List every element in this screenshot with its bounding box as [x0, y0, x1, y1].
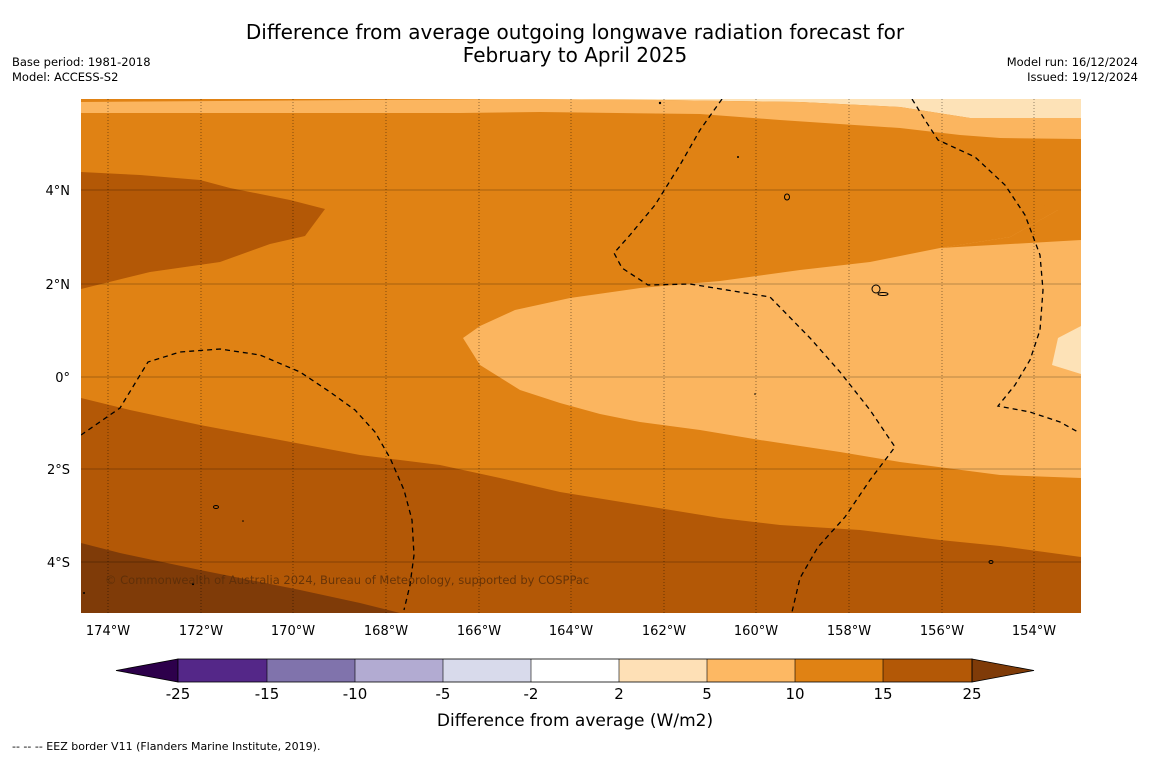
title-line-2: February to April 2025: [462, 43, 688, 67]
colorbar-segment-15-25: [883, 659, 972, 682]
meta-left: Base period: 1981-2018 Model: ACCESS-S2: [12, 55, 151, 85]
colorbar-outline: [177, 658, 973, 683]
colorbar-segment-10-15: [795, 659, 883, 682]
colorbar-tick-label: -2: [524, 685, 539, 703]
colorbar-segment-minus15-minus10: [267, 659, 355, 682]
colorbar-segment-minus5-minus2: [443, 659, 531, 682]
colorbar-tick-label: -15: [255, 685, 280, 703]
colorbar-underflow: [115, 658, 179, 683]
island-5: [988, 560, 994, 564]
lon-tick-label: 160°W: [734, 624, 778, 639]
lat-tick-label: 4°N: [46, 184, 71, 199]
band-5-10-central: [463, 210, 1081, 478]
lat-tick-label: 2°S: [47, 463, 70, 478]
lat-tick-label: 0°: [55, 371, 70, 386]
colorbar-tick-label: 5: [702, 685, 712, 703]
model-name: Model: ACCESS-S2: [12, 70, 119, 84]
lon-tick-label: 172°W: [179, 624, 223, 639]
eez-borders: [81, 99, 1079, 613]
band-5-10-north: [81, 99, 1081, 139]
lon-tick-label: 174°W: [86, 624, 130, 639]
colorbar-tick-label: 25: [962, 685, 981, 703]
colorbar-dividers: [266, 659, 884, 682]
title-line-1: Difference from average outgoing longwav…: [245, 20, 905, 44]
island-dot-1: [658, 101, 662, 105]
footnote-eez: -- -- -- EEZ border V11 (Flanders Marine…: [12, 740, 321, 753]
longitude-labels: 174°W 172°W 170°W 168°W 166°W 164°W 162°W 160°W…: [86, 624, 1056, 639]
island-dot-4: [242, 520, 244, 522]
colorbar-tick-label: -5: [436, 685, 451, 703]
island-1: [784, 193, 790, 201]
colorbar-tick-label: 2: [614, 685, 624, 703]
colorbar-segment-5-10: [707, 659, 795, 682]
colorbar: -25 -15 -10 -5 -2 2 5 10 15 25 Difference from av…: [115, 658, 1035, 731]
lon-tick-label: 168°W: [364, 624, 408, 639]
meta-right: Model run: 16/12/2024 Issued: 19/12/2024: [1007, 55, 1138, 85]
map-area: © Commonwealth of Australia 2024, Bureau…: [81, 99, 1081, 613]
island-4: [213, 505, 219, 509]
island-dot-3: [754, 393, 756, 395]
band-15-25-northwest: [81, 172, 325, 289]
band-over-25-southwest: [81, 543, 400, 613]
island-3: [877, 292, 889, 296]
eez-border-east: [911, 99, 1079, 433]
band-10-15-east-wedge: [940, 191, 1081, 248]
latitude-labels: 4°N 2°N 0° 2°S 4°S: [46, 184, 71, 571]
lon-tick-label: 170°W: [271, 624, 315, 639]
lon-tick-label: 166°W: [457, 624, 501, 639]
band-15-25-south: [81, 398, 1081, 613]
colorbar-segment-2-5: [619, 659, 707, 682]
eez-border-west: [81, 348, 415, 611]
colorbar-tick-label: 10: [785, 685, 804, 703]
lon-tick-label: 156°W: [920, 624, 964, 639]
colorbar-segment-minus25-minus15: [178, 659, 267, 682]
lon-tick-label: 154°W: [1012, 624, 1056, 639]
colorbar-label: Difference from average (W/m2): [437, 711, 713, 731]
island-dot-2: [737, 156, 739, 158]
islands: [213, 193, 994, 564]
island-dot-6: [83, 592, 85, 594]
lat-tick-label: 2°N: [46, 278, 71, 293]
lon-tick-label: 164°W: [549, 624, 593, 639]
colorbar-tick-label: 15: [873, 685, 892, 703]
colorbar-tick-label: -25: [166, 685, 191, 703]
band-10-15-north: [81, 130, 1081, 300]
lon-tick-label: 158°W: [827, 624, 871, 639]
colorbar-overflow: [971, 658, 1035, 683]
copyright-text: © Commonwealth of Australia 2024, Bureau…: [105, 573, 589, 587]
gridlines: [81, 99, 1081, 613]
model-run: Model run: 16/12/2024: [1006, 55, 1138, 69]
band-2-5-north: [81, 99, 1081, 118]
issued-date: Issued: 19/12/2024: [1027, 70, 1138, 84]
base-period: Base period: 1981-2018: [12, 55, 151, 69]
island-2: [871, 284, 881, 294]
lat-tick-label: 4°S: [47, 556, 70, 571]
colorbar-tick-label: -10: [343, 685, 368, 703]
eez-border-central: [613, 99, 896, 613]
band-2-5-east: [1052, 326, 1081, 374]
colorbar-segment-minus2-2: [531, 659, 619, 682]
colorbar-tick-labels: -25 -15 -10 -5 -2 2 5 10 15 25: [166, 685, 982, 703]
lon-tick-label: 162°W: [642, 624, 686, 639]
island-dot-5: [191, 582, 195, 586]
colorbar-segment-minus10-minus5: [355, 659, 443, 682]
